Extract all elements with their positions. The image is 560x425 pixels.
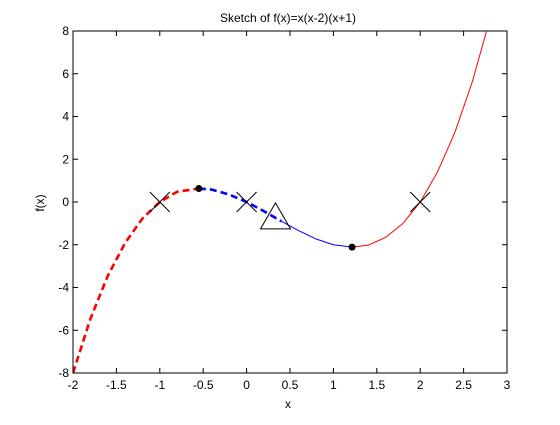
- x-tick-label-5: 0.5: [282, 378, 299, 392]
- y-tick-label-3: -2: [58, 238, 69, 252]
- chart-title: Sketch of f(x)=x(x-2)(x+1): [220, 11, 356, 25]
- y-tick-label-7: 6: [62, 67, 69, 81]
- series-line-1: [198, 187, 282, 223]
- y-tick-label-6: 4: [62, 110, 69, 124]
- axis-ticks: -2 -1.5 -1 -0.5 0 0.5 1 1.5 2 2.5 3 -8 -6 -4 -2 0 2 4 6 8: [58, 24, 510, 392]
- extremum-marker-1: [348, 243, 356, 251]
- x-tick-label-4: 0: [243, 378, 250, 392]
- x-tick-label-10: 3: [504, 378, 511, 392]
- series-line-2: [281, 220, 353, 248]
- extremum-marker-0: [195, 185, 203, 193]
- x-tick-label-7: 1.5: [368, 378, 385, 392]
- axes-box: [72, 30, 508, 374]
- x-tick-label-3: -0.5: [193, 378, 214, 392]
- root-marker-1: [236, 191, 257, 213]
- y-tick-label-2: -4: [58, 281, 69, 295]
- x-axis-label: x: [285, 397, 291, 411]
- series-line-0: [73, 187, 200, 373]
- y-tick-label-8: 8: [62, 24, 69, 38]
- feature-markers: [149, 185, 431, 251]
- y-tick-label-1: -6: [58, 323, 69, 337]
- x-tick-label-6: 1: [330, 378, 337, 392]
- x-tick-label-1: -1.5: [106, 378, 127, 392]
- x-tick-label-0: -2: [68, 378, 79, 392]
- root-marker-0: [149, 191, 171, 213]
- inflection-marker: [259, 201, 292, 230]
- y-tick-label-4: 0: [62, 195, 69, 209]
- x-tick-label-8: 2: [417, 378, 424, 392]
- y-tick-label-5: 2: [62, 152, 69, 166]
- x-tick-label-2: -1: [154, 378, 165, 392]
- x-tick-label-9: 2.5: [455, 378, 472, 392]
- root-marker-2: [409, 191, 431, 213]
- y-axis-label: f(x): [33, 194, 47, 211]
- y-tick-label-0: -8: [58, 366, 69, 380]
